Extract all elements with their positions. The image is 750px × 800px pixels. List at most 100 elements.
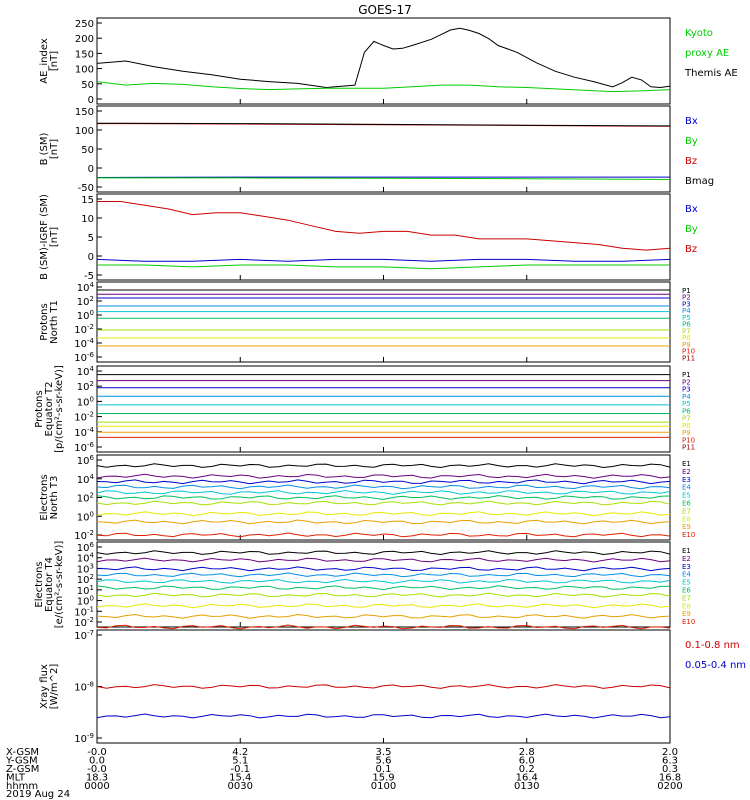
panel-ee-series-e9 [96,613,671,619]
panel-en-series-e1 [96,463,671,469]
panel-pe-ytick-label: 104 [77,365,95,378]
panel-pe-legend-p8: P8 [682,422,691,430]
footer-value: 5.6 [376,756,392,767]
footer-value: 18.3 [86,773,108,784]
panel-bigrf-ytick-label: -5 [84,271,94,282]
panel-ee-legend-e8: E8 [682,602,691,610]
panel-pn-legend-p11: P11 [682,354,695,362]
footer-value: 2.8 [519,747,535,758]
panel-pe-ytick-label: 10-4 [74,426,94,439]
panel-pe-ytick-label: 100 [77,395,94,408]
panel-ee-legend-e6: E6 [682,587,691,595]
footer-label-x-gsm: X-GSM [6,747,39,758]
panel-pn-legend-p7: P7 [682,327,691,335]
footer-value: 0200 [657,781,682,792]
panel-pe-legend-p10: P10 [682,436,695,444]
plot-title: GOES-17 [358,3,412,17]
footer-label-mlt: MLT [6,773,26,784]
panel-en-series-e10 [96,532,671,538]
panel-ae-legend-0: Kyoto [685,28,713,39]
footer-label-y-gsm: Y-GSM [5,756,38,767]
panel-en-series-e5 [96,489,671,495]
panel-pe-legend-p3: P3 [682,386,691,394]
panel-xray-ytick-label: 10-8 [74,681,94,694]
panel-en-series-e3 [96,479,671,485]
panel-bsm: 150 100 50 0 -50 B (SM)[nT] Bx By Bz Bmag [39,105,714,194]
panel-bsm-ylabel: B (SM)[nT] [39,132,60,165]
panel-pe-ylabel: ProtonsEquator T2[p/(cm²-s-sr-keV)] [34,365,65,453]
footer-value: -0.1 [230,764,250,775]
panel-bsm-ytick-label: -50 [78,183,94,194]
footer-value: 4.2 [232,747,248,758]
panel-en-legend-e8: E8 [682,515,691,523]
footer-value: 0.3 [662,764,678,775]
panel-en-series-e6 [96,495,671,500]
panel-en-series-e2 [96,473,671,479]
panel-ae-ytick-label: 100 [75,65,94,76]
panel-en-series-e9 [96,519,671,525]
panel-en-legend-e7: E7 [682,507,691,515]
panel-pe-legend-p6: P6 [682,407,691,415]
panel-ee-legend-e5: E5 [682,579,691,587]
panel-en-series-e7 [96,500,671,506]
panel-pn-ytick-label: 104 [77,281,95,294]
panel-pn-legend-p8: P8 [682,334,691,342]
panel-xray-ytick-label: 10-9 [74,732,94,745]
footer-value: -0.0 [87,747,107,758]
panel-en-ytick-label: 102 [77,492,94,505]
panel-xray-series-0-1-0-8-nm [96,684,671,689]
panel-ae-ytick-label: 250 [75,19,94,30]
footer-value: 2.0 [662,747,678,758]
panel-pe-ytick-label: 102 [77,380,94,393]
panel-en-legend-e9: E9 [682,523,691,531]
footer-value: 5.1 [232,756,248,767]
panel-pe-legend-p7: P7 [682,415,691,423]
panel-ae-ytick-label: 0 [88,95,94,106]
panel-pe-legend-p11: P11 [682,444,695,452]
panel-xray-legend-1: 0.05-0.4 nm [685,660,746,671]
footer-value: 6.0 [519,756,535,767]
panel-pn-ytick-label: 10-2 [74,323,94,336]
panel-en-series-e8 [96,511,671,517]
panel-pe-ytick-label: 10-6 [74,441,94,454]
panel-ae-legend-1: proxy AE [685,48,729,59]
panel-bsm-ytick-label: 50 [81,145,94,156]
panel-en-legend-e4: E4 [682,484,691,492]
panel-pn-legend-p6: P6 [682,321,691,329]
panel-pn-legend-p5: P5 [682,314,691,322]
panel-bigrf-legend-0: Bx [685,204,698,215]
panel-pn-legend-p10: P10 [682,348,695,356]
panel-ae-series-themis-ae [96,27,671,89]
panel-en-legend-e1: E1 [682,460,691,468]
panel-ae-legend-2: Themis AE [684,68,738,79]
panel-xray: 10-7 10-8 10-9 Xray flux[W/m^2] 0.1-0.8 nm 0.… [39,629,746,745]
panel-pn-ytick-label: 102 [77,295,94,308]
panel-ae-ytick-label: 200 [75,34,94,45]
footer-value: 0100 [371,781,396,792]
panel-ee-frame [96,541,671,628]
footer-label-z-gsm: Z-GSM [6,764,39,775]
panel-ee-legend-e1: E1 [682,547,691,555]
panel-en-legend-e3: E3 [682,476,691,484]
footer-label-hhmm: hhmm [6,781,38,792]
panel-pn-ylabel: ProtonsNorth T1 [39,300,60,344]
footer-value: 0130 [514,781,539,792]
panel-xray-ylabel: Xray flux[W/m^2] [39,664,60,710]
panel-en-ytick-label: 100 [77,510,94,523]
panel-ae-frame [96,17,671,105]
panel-bsm-series-bmag [96,122,671,127]
panel-pe-ytick-label: 10-2 [74,411,94,424]
panel-ee-series-e4 [96,572,671,578]
panel-pn-ytick-label: 100 [77,309,94,322]
panel-ee-legend-e10: E10 [682,618,695,626]
panel-ee-legend-e9: E9 [682,610,691,618]
panel-pe: 104 102 100 10-2 10-4 10-6 ProtonsEquator T2[p… [34,365,695,454]
panel-bsm-legend-3: Bmag [685,176,714,187]
panel-en-legend-e10: E10 [682,531,695,539]
panel-en-legend-e6: E6 [682,500,691,508]
panel-bigrf-legend-1: By [685,224,698,235]
panel-ee: 10610410310210110010-110-2ElectronsEquat… [34,541,695,630]
